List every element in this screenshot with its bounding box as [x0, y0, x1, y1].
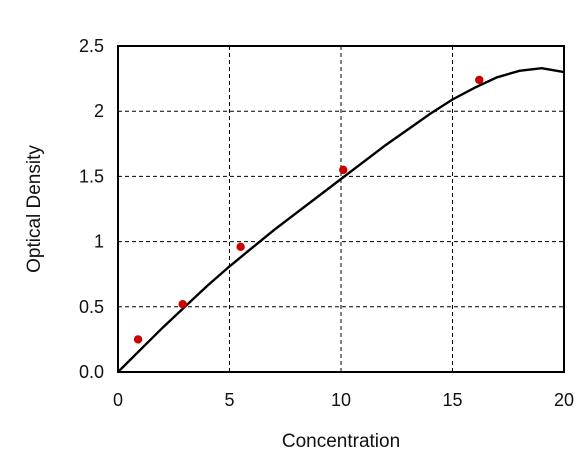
x-tick-label: 15	[442, 390, 462, 410]
fit-curve-layer	[117, 66, 565, 373]
y-tick-label: 2	[94, 101, 104, 121]
grid-lines	[118, 46, 564, 372]
data-point	[178, 299, 187, 309]
y-tick-label: 0.0	[79, 362, 104, 382]
fit-curve	[117, 66, 565, 373]
x-tick-label: 5	[224, 390, 234, 410]
x-axis-label: Concentration	[282, 431, 400, 452]
data-point	[339, 165, 348, 175]
y-tick-label: 2.5	[79, 36, 104, 56]
y-tick-label: 1.5	[79, 166, 104, 186]
y-tick-labels: 0.0 0.5 1 1.5 2 2.5	[79, 36, 104, 382]
data-point	[475, 75, 484, 85]
x-tick-label: 10	[331, 390, 351, 410]
data-point	[133, 335, 143, 344]
y-tick-label: 1	[94, 232, 104, 252]
x-tick-label: 0	[113, 390, 123, 410]
x-tick-labels: 0 5 10 15 20	[113, 390, 574, 410]
plot-frame	[117, 45, 565, 373]
data-points-layer	[133, 75, 484, 344]
y-axis-label: Optical Density	[24, 145, 45, 273]
x-tick-label: 20	[554, 390, 574, 410]
data-point	[236, 242, 245, 252]
y-tick-label: 0.5	[79, 297, 104, 317]
